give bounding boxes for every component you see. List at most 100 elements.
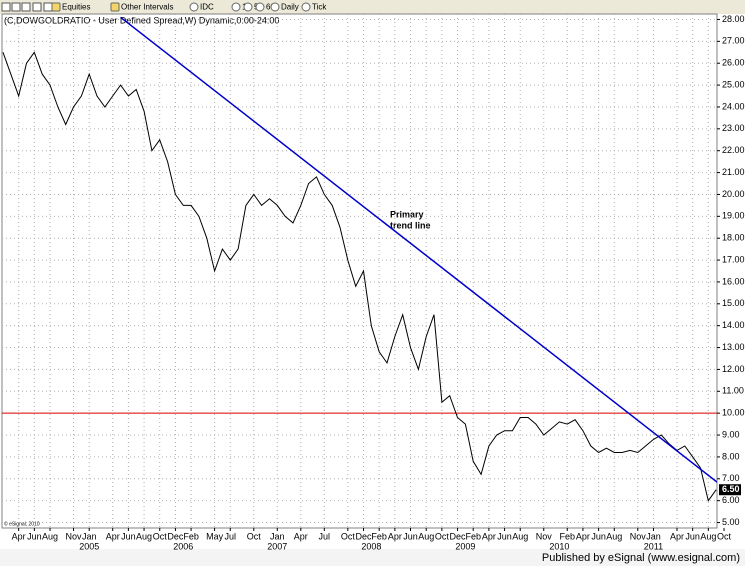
toolbar-icon: [32, 2, 42, 12]
y-tick-label: 13.00: [722, 342, 745, 352]
toolbar-icon: [51, 2, 61, 12]
x-tick-label: Feb: [465, 531, 481, 541]
x-tick-label: Nov: [66, 531, 83, 541]
y-tick-label: 23.00: [722, 123, 745, 133]
toolbar: [0, 0, 745, 14]
x-tick-label: Apr: [482, 531, 496, 541]
x-tick-label: Jun: [591, 531, 606, 541]
x-tick-label: Dec: [167, 531, 184, 541]
x-tick-label: Apr: [12, 531, 26, 541]
toolbar-button[interactable]: Daily: [281, 3, 299, 12]
data-line: [2, 51, 717, 502]
x-tick-label: Nov: [536, 531, 553, 541]
toolbar-icon: [255, 2, 265, 12]
x-tick-label: Nov: [630, 531, 647, 541]
x-tick-label: Jul: [319, 531, 331, 541]
x-tick-label: May: [206, 531, 224, 541]
toolbar-icon: [11, 2, 21, 12]
y-tick-label: 28.00: [722, 14, 745, 24]
y-tick-label: 27.00: [722, 36, 745, 46]
y-tick-label: 12.00: [722, 364, 745, 374]
y-tick-label: 22.00: [722, 145, 745, 155]
annotation: trend line: [390, 220, 431, 230]
x-tick-label: Jan: [82, 531, 97, 541]
x-tick-label: Jun: [121, 531, 136, 541]
footer: Published by eSignal (www.esignal.com): [542, 552, 740, 564]
y-tick-label: 8.00: [722, 451, 740, 461]
x-tick-label: Oct: [153, 531, 168, 541]
toolbar-icon: [1, 2, 11, 12]
x-tick-label: Apr: [670, 531, 684, 541]
toolbar-icon: [43, 2, 53, 12]
x-tick-label: Dec: [450, 531, 467, 541]
y-tick-label: 7.00: [722, 473, 740, 483]
y-tick-label: 19.00: [722, 211, 745, 221]
x-tick-label: Apr: [576, 531, 590, 541]
x-tick-label: Apr: [106, 531, 120, 541]
y-tick-label: 20.00: [722, 189, 745, 199]
x-year-label: 2009: [455, 541, 475, 551]
y-tick-label: 16.00: [722, 276, 745, 286]
chart-title: (C,DOWGOLDRATIO - User Defined Spread,W)…: [4, 15, 279, 25]
x-tick-label: Jun: [497, 531, 512, 541]
current-value-label: 6.50: [722, 484, 740, 494]
toolbar-icon: [270, 2, 280, 12]
x-tick-label: Oct: [717, 531, 732, 541]
toolbar-button[interactable]: Tick: [312, 3, 327, 12]
y-tick-label: 15.00: [722, 298, 745, 308]
toolbar-icon: [189, 2, 199, 12]
x-tick-label: Jul: [225, 531, 237, 541]
y-tick-label: 6.00: [722, 495, 740, 505]
plot-area: [1, 13, 718, 529]
y-tick-label: 11.00: [722, 386, 744, 396]
footer-bar: [0, 549, 745, 566]
x-tick-label: Feb: [183, 531, 199, 541]
x-tick-label: Aug: [700, 531, 716, 541]
x-tick-label: Oct: [247, 531, 262, 541]
x-tick-label: Jan: [646, 531, 661, 541]
x-tick-label: Aug: [512, 531, 528, 541]
toolbar-button[interactable]: Other Intervals: [121, 3, 173, 12]
x-year-label: 2005: [79, 541, 99, 551]
x-tick-label: Oct: [435, 531, 450, 541]
x-tick-label: Feb: [560, 531, 576, 541]
toolbar-icon: [301, 2, 311, 12]
x-tick-label: Jun: [685, 531, 700, 541]
x-tick-label: Aug: [606, 531, 622, 541]
y-tick-label: 10.00: [722, 408, 745, 418]
toolbar-icon: [110, 2, 120, 12]
x-year-label: 2011: [644, 541, 663, 551]
y-tick-label: 17.00: [722, 254, 745, 264]
plot: [2, 14, 717, 528]
x-tick-label: Jan: [270, 531, 285, 541]
x-tick-label: Jun: [403, 531, 418, 541]
toolbar-icon: [243, 2, 253, 12]
x-tick-label: Apr: [388, 531, 402, 541]
y-tick-label: 18.00: [722, 233, 745, 243]
current-value-box: [719, 484, 741, 496]
y-tick-label: 26.00: [722, 58, 745, 68]
y-tick-label: 25.00: [722, 79, 745, 89]
x-tick-label: Feb: [371, 531, 387, 541]
toolbar-button[interactable]: Equities: [62, 3, 90, 12]
x-tick-label: Aug: [136, 531, 152, 541]
annotation: Primary: [390, 209, 424, 219]
x-tick-label: Aug: [418, 531, 434, 541]
x-year-label: 2010: [549, 541, 569, 551]
y-tick-label: 14.00: [722, 320, 745, 330]
x-tick-label: Dec: [355, 531, 372, 541]
toolbar-button[interactable]: IDC: [200, 3, 214, 12]
y-tick-label: 9.00: [722, 429, 740, 439]
y-tick-label: 5.00: [722, 517, 740, 527]
x-year-label: 2008: [361, 541, 381, 551]
x-year-label: 2007: [267, 541, 287, 551]
x-tick-label: Oct: [341, 531, 356, 541]
x-tick-label: Aug: [42, 531, 58, 541]
toolbar-icon: [21, 2, 31, 12]
x-year-label: 2006: [173, 541, 193, 551]
trend-line: [120, 16, 717, 484]
y-tick-label: 24.00: [722, 101, 745, 111]
x-tick-label: Jun: [27, 531, 42, 541]
toolbar-icon: [231, 2, 241, 12]
